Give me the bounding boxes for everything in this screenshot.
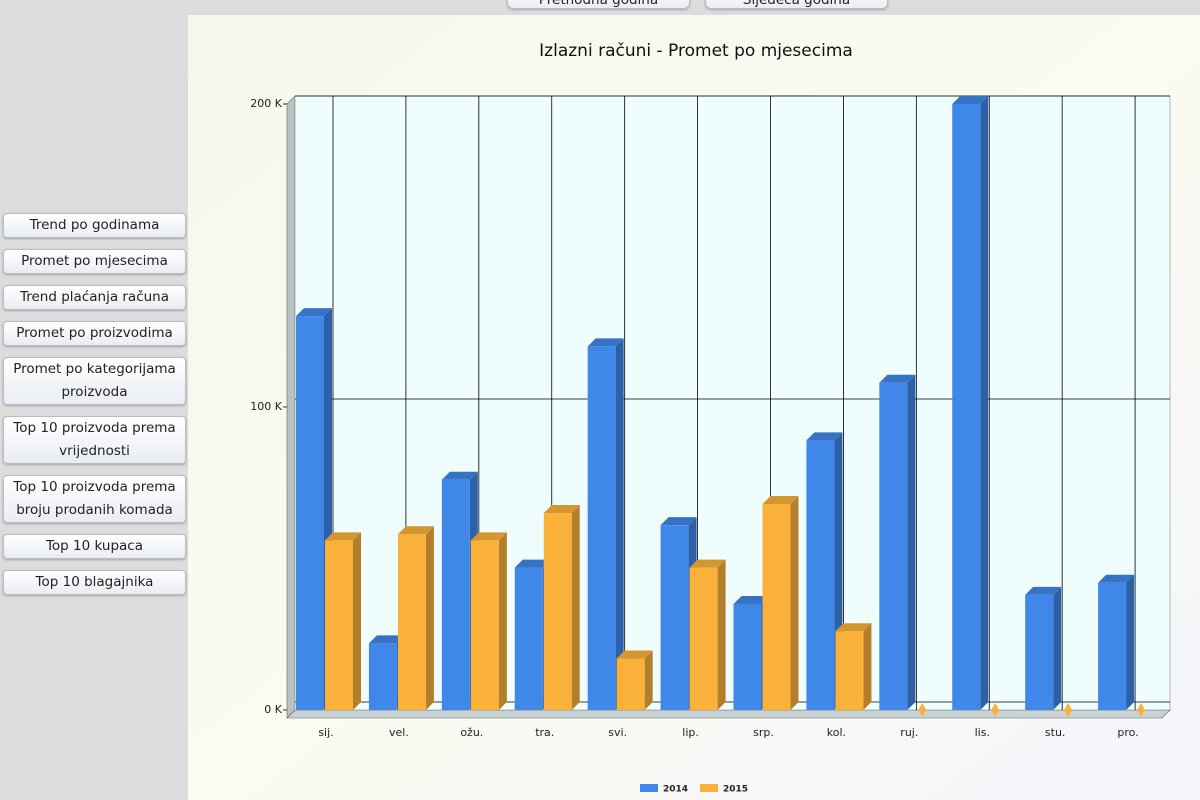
y-tick-label: 0 K	[264, 703, 282, 716]
sidebar-button[interactable]: Promet po proizvodima	[3, 321, 186, 346]
bar-side	[425, 526, 434, 710]
bar-side	[863, 623, 872, 710]
bar	[1098, 582, 1127, 710]
bar-top	[470, 532, 507, 541]
bar-top	[660, 517, 697, 526]
bar-top	[441, 471, 478, 480]
bar-side	[1126, 574, 1135, 710]
bar	[397, 534, 426, 710]
bar	[514, 567, 543, 710]
bar	[952, 104, 981, 710]
bar-top	[325, 532, 361, 541]
bar-side	[571, 505, 580, 710]
zero-bar	[1137, 703, 1146, 717]
bar	[325, 540, 353, 710]
sidebar-button[interactable]: Trend plaćanja računa	[3, 285, 186, 310]
bar	[587, 346, 616, 710]
x-tick-label: sij.	[318, 726, 333, 739]
floor	[286, 709, 1171, 719]
bar-top	[689, 559, 726, 568]
prev-year-button[interactable]: Prethodna godina	[507, 0, 690, 9]
x-tick-label: ožu.	[460, 726, 483, 739]
sidebar-button[interactable]: Top 10 proizvoda prema broju prodanih ko…	[3, 475, 186, 523]
bar	[1025, 594, 1054, 710]
bar-side	[498, 532, 507, 710]
bar-side	[907, 374, 916, 710]
bar	[733, 603, 762, 710]
bar-top	[397, 526, 434, 535]
bar-top	[543, 505, 580, 514]
sidebar-button[interactable]: Top 10 kupaca	[3, 534, 186, 559]
bar-top	[879, 374, 916, 383]
x-tick-label: lip.	[682, 726, 699, 739]
bar-top	[616, 650, 653, 659]
x-tick-label: ruj.	[900, 726, 918, 739]
bar	[806, 440, 835, 710]
sidebar: Trend po godinama Promet po mjesecima Tren…	[3, 213, 186, 595]
x-tick-label: stu.	[1045, 726, 1066, 739]
bar-top	[806, 432, 843, 441]
zero-bar	[1064, 703, 1073, 717]
bar-top	[835, 623, 872, 632]
bar-top	[733, 595, 770, 604]
bar-top	[1098, 574, 1135, 583]
next-year-button[interactable]: Sljedeća godina	[705, 0, 888, 9]
bar	[879, 382, 908, 710]
bar-top	[514, 559, 551, 568]
bar	[296, 316, 324, 710]
x-tick-label: svi.	[608, 726, 627, 739]
x-tick-label: tra.	[535, 726, 554, 739]
bar	[543, 513, 572, 710]
bar	[441, 479, 470, 710]
legend-label: 2015	[723, 785, 748, 795]
y-tick-label: 200 K	[250, 97, 282, 110]
y-tick-label: 100 K	[250, 400, 282, 413]
bar-top	[1025, 586, 1062, 595]
x-tick-label: kol.	[827, 726, 846, 739]
bar-top	[296, 308, 332, 317]
bar	[616, 658, 645, 710]
legend-label: 2014	[663, 785, 688, 795]
legend-swatch	[700, 784, 718, 792]
bar	[368, 643, 397, 710]
bar-side	[615, 338, 624, 710]
left-wall	[286, 95, 296, 719]
bar-top	[587, 338, 624, 347]
bar	[689, 567, 718, 710]
sidebar-button[interactable]: Trend po godinama	[3, 213, 186, 238]
bar-side	[980, 96, 989, 710]
x-tick-label: vel.	[389, 726, 409, 739]
x-tick-label: lis.	[975, 726, 990, 739]
bar-side	[644, 650, 653, 710]
bar	[762, 503, 791, 710]
bar-side	[353, 532, 361, 710]
legend-swatch	[640, 784, 658, 792]
bar-top	[952, 96, 989, 104]
sidebar-button[interactable]: Promet po kategorijama proizvoda	[3, 357, 186, 405]
bar	[470, 540, 499, 710]
bar	[835, 631, 864, 710]
sidebar-button[interactable]: Top 10 blagajnika	[3, 570, 186, 595]
x-tick-label: pro.	[1117, 726, 1138, 739]
bar-side	[1053, 586, 1062, 710]
bar-top	[762, 495, 799, 504]
bar-side	[717, 559, 726, 710]
plot-area	[294, 95, 1171, 711]
chart-title: Izlazni računi - Promet po mjesecima	[539, 41, 853, 61]
sidebar-button[interactable]: Top 10 proizvoda prema vrijednosti	[3, 416, 186, 464]
x-tick-label: srp.	[753, 726, 774, 739]
bar	[660, 525, 689, 710]
sidebar-button[interactable]: Promet po mjesecima	[3, 249, 186, 274]
zero-bar	[991, 703, 1000, 717]
zero-bar	[918, 703, 927, 717]
bar-top	[368, 635, 405, 644]
bar-side	[790, 495, 799, 710]
